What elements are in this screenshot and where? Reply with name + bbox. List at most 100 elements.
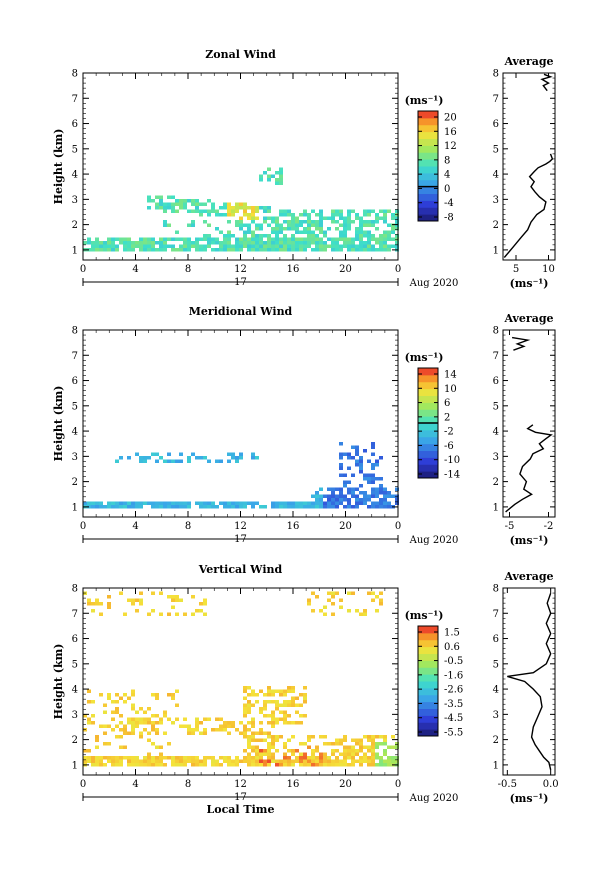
profile-x-tick-label: -5 xyxy=(505,521,515,532)
profile-y-tick-label: 3 xyxy=(493,452,499,463)
profile-y-tick-label: 6 xyxy=(493,376,499,387)
average-profile: Average 1 2 3 4 5 6 7 8 5 10 (ms⁻¹) xyxy=(493,55,556,290)
profile-x-tick-label: 5 xyxy=(513,264,519,275)
profile-y-tick-label: 7 xyxy=(493,94,499,105)
plot-frame xyxy=(82,72,399,261)
profile-x-tick-label: -2 xyxy=(544,521,554,532)
y-tick-label: 8 xyxy=(72,69,78,80)
day-label: 17 xyxy=(234,792,247,803)
x-tick-label: 0 xyxy=(80,264,86,275)
colorbar-tick-label: 6 xyxy=(444,398,450,409)
profile-y-tick-label: 2 xyxy=(493,735,499,746)
x-tick-label: 4 xyxy=(132,264,138,275)
profile-line xyxy=(505,424,553,513)
colorbar-unit: (ms⁻¹) xyxy=(405,609,444,622)
profile-x-label: (ms⁻¹) xyxy=(510,792,549,805)
y-tick-label: 3 xyxy=(72,452,78,463)
x-tick-label: 8 xyxy=(185,521,191,532)
colorbar: 14 10 6 2 -2 -6 -10 -14 xyxy=(417,367,460,481)
y-tick-label: 3 xyxy=(72,195,78,206)
colorbar: 20 16 12 8 4 0 -4 -8 xyxy=(417,110,457,224)
x-tick-label: 16 xyxy=(287,779,300,790)
profile-y-tick-label: 1 xyxy=(493,502,499,513)
y-tick-label: 4 xyxy=(72,170,78,181)
profile-frame xyxy=(502,72,556,261)
profile-y-tick-label: 1 xyxy=(493,245,499,256)
y-tick-label: 7 xyxy=(72,609,78,620)
colorbar-tick-label: 12 xyxy=(444,141,457,152)
profile-y-tick-label: 5 xyxy=(493,144,499,155)
panel-title: Vertical Wind xyxy=(198,563,283,576)
profile-line-upper xyxy=(511,336,531,351)
y-axis-label: Height (km) xyxy=(52,129,65,205)
heatmap-cells xyxy=(83,167,399,252)
profile-y-tick-label: 3 xyxy=(493,195,499,206)
colorbar-tick-label: 0.6 xyxy=(444,642,460,653)
date-label: Aug 2020 xyxy=(409,535,459,546)
profile-title: Average xyxy=(503,570,553,583)
date-label: Aug 2020 xyxy=(409,278,459,289)
y-axis-label: Height (km) xyxy=(52,386,65,462)
heatmap-cells xyxy=(83,442,399,509)
colorbar-tick-label: -4 xyxy=(444,198,454,209)
y-tick-label: 1 xyxy=(72,502,78,513)
profile-y-tick-label: 4 xyxy=(493,685,499,696)
x-axis-label: Local Time xyxy=(207,803,275,816)
colorbar-tick-label: -2.6 xyxy=(444,685,463,696)
y-tick-label: 5 xyxy=(72,659,78,670)
profile-line-upper xyxy=(540,73,553,92)
profile-x-label: (ms⁻¹) xyxy=(510,534,549,547)
colorbar-tick-label: 8 xyxy=(444,155,450,166)
profile-y-tick-label: 3 xyxy=(493,710,499,721)
profile-y-tick-label: 7 xyxy=(493,609,499,620)
x-tick-label: 4 xyxy=(132,521,138,532)
profile-line xyxy=(503,153,554,258)
x-tick-label: 16 xyxy=(287,264,300,275)
y-tick-label: 2 xyxy=(72,477,78,488)
y-tick-label: 1 xyxy=(72,760,78,771)
y-tick-label: 4 xyxy=(72,685,78,696)
colorbar-tick-label: -1.6 xyxy=(444,670,463,681)
x-tick-label: 12 xyxy=(234,779,247,790)
profile-y-tick-label: 4 xyxy=(493,170,499,181)
y-tick-label: 4 xyxy=(72,427,78,438)
profile-y-tick-label: 2 xyxy=(493,220,499,231)
y-tick-label: 6 xyxy=(72,119,78,130)
y-tick-label: 5 xyxy=(72,144,78,155)
profile-title: Average xyxy=(503,55,553,68)
x-tick-label: 12 xyxy=(234,521,247,532)
colorbar-tick-label: 4 xyxy=(444,170,450,181)
y-tick-label: 6 xyxy=(72,634,78,645)
y-tick-label: 8 xyxy=(72,326,78,337)
profile-y-tick-label: 1 xyxy=(493,760,499,771)
colorbar-tick-label: -5.5 xyxy=(444,728,463,739)
x-tick-label: 0 xyxy=(395,779,401,790)
day-label: 17 xyxy=(234,277,247,288)
y-tick-label: 6 xyxy=(72,376,78,387)
colorbar-tick-label: 2 xyxy=(444,412,450,423)
y-tick-label: 5 xyxy=(72,401,78,412)
profile-y-tick-label: 6 xyxy=(493,119,499,130)
y-tick-label: 2 xyxy=(72,735,78,746)
x-tick-label: 12 xyxy=(234,264,247,275)
profile-y-tick-label: 2 xyxy=(493,477,499,488)
profile-x-tick-label: 0.0 xyxy=(543,779,559,790)
x-tick-label: 0 xyxy=(395,521,401,532)
y-tick-label: 8 xyxy=(72,584,78,595)
date-label: Aug 2020 xyxy=(409,793,459,804)
colorbar-tick-label: -14 xyxy=(444,470,460,481)
profile-y-tick-label: 7 xyxy=(493,351,499,362)
profile-y-tick-label: 8 xyxy=(493,584,499,595)
colorbar: 1.5 0.6 -0.5 -1.6 -2.6 -3.5 -4.5 -5.5 xyxy=(417,625,463,739)
x-tick-label: 0 xyxy=(80,779,86,790)
heatmap-cells xyxy=(83,591,399,767)
x-tick-label: 8 xyxy=(185,779,191,790)
y-tick-label: 2 xyxy=(72,220,78,231)
day-label: 17 xyxy=(234,534,247,545)
profile-title: Average xyxy=(503,312,553,325)
profile-y-tick-label: 8 xyxy=(493,69,499,80)
